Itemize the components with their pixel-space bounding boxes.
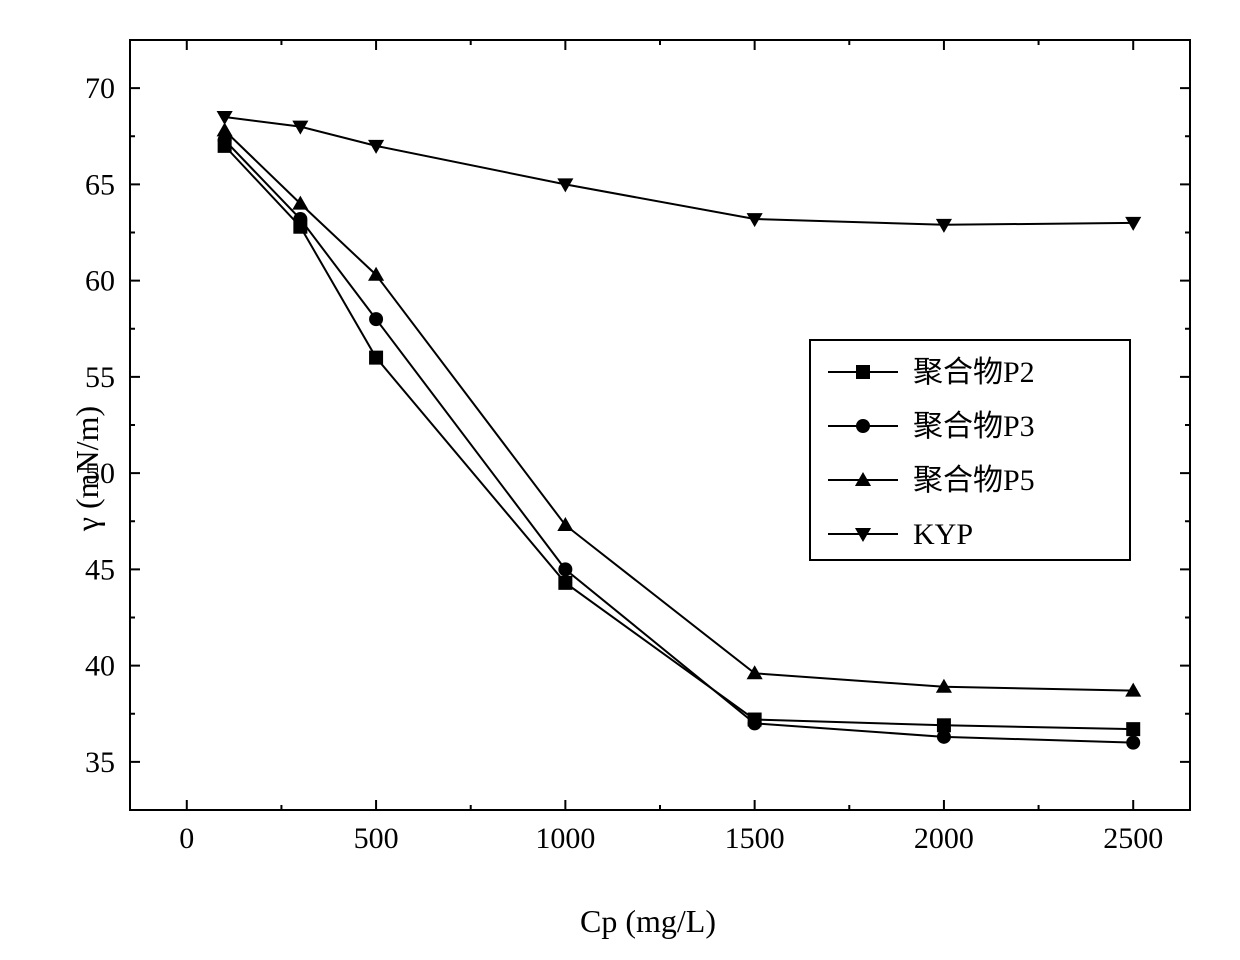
svg-text:1500: 1500 <box>725 822 785 855</box>
chart-container: 050010001500200025003540455055606570聚合物P… <box>0 0 1240 960</box>
svg-text:60: 60 <box>85 265 115 298</box>
svg-text:35: 35 <box>85 746 115 779</box>
chart-svg: 050010001500200025003540455055606570聚合物P… <box>0 0 1240 960</box>
svg-text:40: 40 <box>85 650 115 683</box>
svg-text:聚合物P2: 聚合物P2 <box>913 356 1035 389</box>
svg-text:2000: 2000 <box>914 822 974 855</box>
svg-text:2500: 2500 <box>1103 822 1163 855</box>
svg-text:0: 0 <box>179 822 194 855</box>
x-axis-label: Cp (mg/L) <box>580 903 716 940</box>
svg-text:500: 500 <box>354 822 399 855</box>
svg-text:70: 70 <box>85 72 115 105</box>
svg-text:聚合物P5: 聚合物P5 <box>913 464 1035 497</box>
svg-text:1000: 1000 <box>535 822 595 855</box>
svg-text:45: 45 <box>85 553 115 586</box>
svg-text:55: 55 <box>85 361 115 394</box>
svg-text:65: 65 <box>85 168 115 201</box>
svg-text:聚合物P3: 聚合物P3 <box>913 410 1035 443</box>
y-axis-label: γ (mN/m) <box>69 406 106 531</box>
svg-text:KYP: KYP <box>913 518 973 551</box>
